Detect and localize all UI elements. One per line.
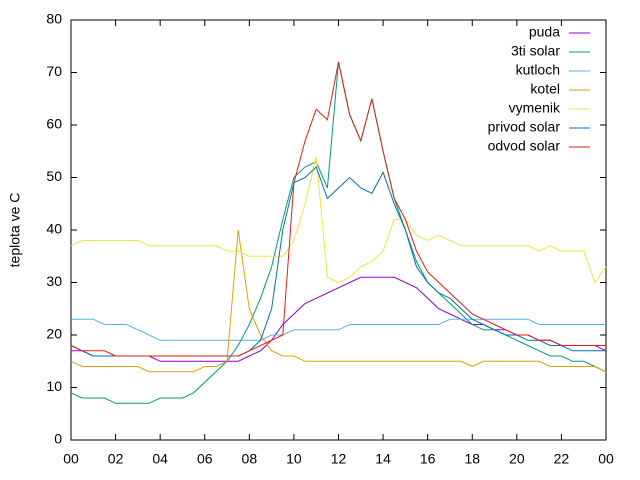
y-tick-label: 80	[46, 11, 62, 27]
y-tick-label: 30	[46, 273, 62, 289]
legend-label: kutloch	[516, 62, 560, 78]
y-tick-label: 0	[54, 431, 62, 447]
x-tick-label: 20	[509, 451, 525, 467]
x-tick-label: 06	[197, 451, 213, 467]
x-tick-label: 22	[554, 451, 570, 467]
legend-label: vymenik	[509, 100, 561, 116]
x-tick-label: 18	[464, 451, 480, 467]
y-tick-label: 50	[46, 168, 62, 184]
series-line	[70, 156, 607, 284]
x-tick-label: 08	[242, 451, 258, 467]
x-tick-label: 04	[152, 451, 168, 467]
series-line	[71, 318, 606, 341]
legend-label: odvod solar	[488, 138, 561, 154]
y-tick-label: 40	[46, 221, 62, 237]
legend-label: privod solar	[488, 119, 561, 135]
x-tick-label: 00	[63, 451, 79, 467]
y-axis-label: teplota ve C	[7, 193, 23, 268]
legend-label: kotel	[530, 81, 560, 97]
y-tick-label: 20	[46, 326, 62, 342]
legend-label: 3ti solar	[511, 43, 560, 59]
x-tick-label: 14	[375, 451, 391, 467]
x-tick-label: 16	[420, 451, 436, 467]
series-line	[70, 229, 607, 373]
y-tick-label: 10	[46, 378, 62, 394]
plot-frame	[70, 19, 607, 441]
y-tick-label: 60	[46, 116, 62, 132]
x-tick-label: 02	[108, 451, 124, 467]
x-tick-label: 10	[286, 451, 302, 467]
legend-label: puda	[529, 24, 560, 40]
series-line	[70, 166, 606, 357]
series-line	[70, 61, 606, 357]
x-tick-label: 12	[331, 451, 347, 467]
y-tick-label: 70	[46, 63, 62, 79]
x-tick-label: 00	[598, 451, 614, 467]
